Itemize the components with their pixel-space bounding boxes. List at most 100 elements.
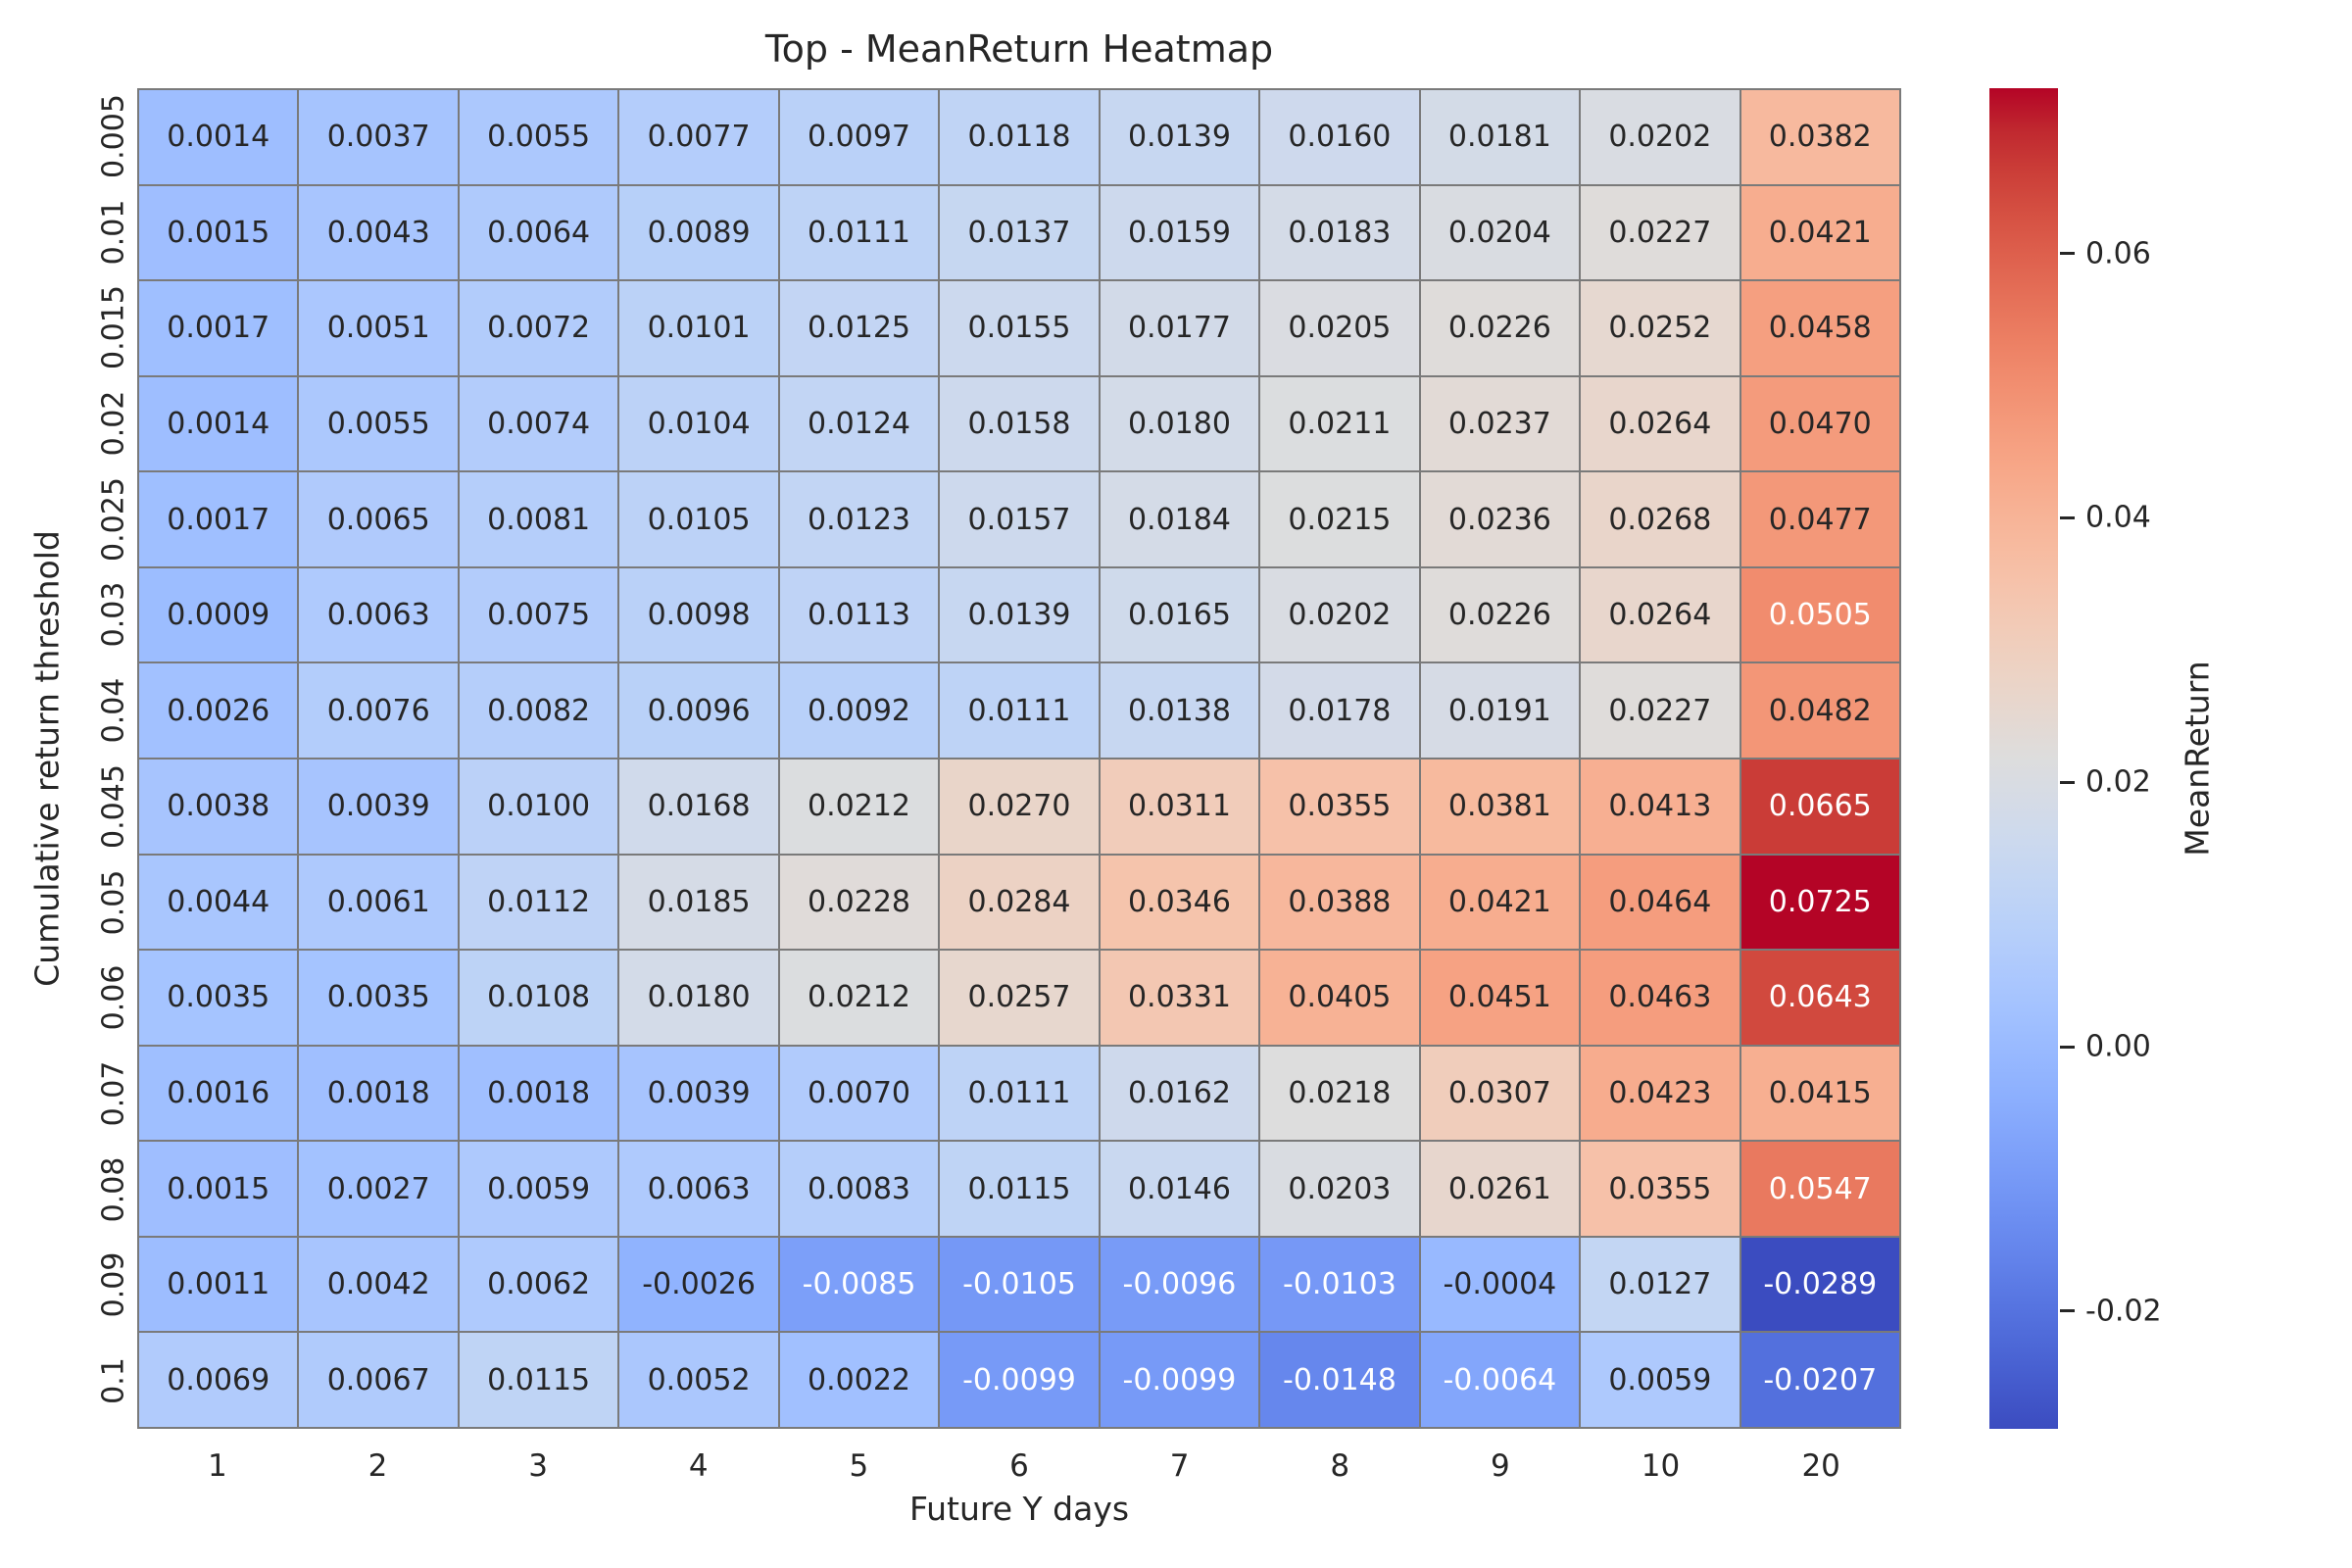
heatmap-cell: 0.0181 [1419, 89, 1581, 185]
heatmap-cell: 0.0180 [618, 950, 779, 1046]
heatmap-cell: 0.0101 [618, 280, 779, 376]
heatmap-cell: 0.0160 [1259, 89, 1420, 185]
heatmap-cell: 0.0039 [298, 758, 459, 855]
x-tick-label: 20 [1801, 1448, 1840, 1484]
heatmap-cell: 0.0017 [138, 471, 299, 567]
x-axis-label: Future Y days [908, 1490, 1130, 1528]
heatmap-cell: 0.0204 [1419, 184, 1581, 281]
heatmap-cell: 0.0184 [1099, 471, 1260, 567]
y-tick-label: 0.045 [96, 763, 131, 849]
heatmap-cell: 0.0451 [1419, 950, 1581, 1046]
heatmap-cell: 0.0331 [1099, 950, 1260, 1046]
y-tick-label: 0.02 [96, 390, 131, 457]
x-tick-label: 2 [368, 1448, 388, 1484]
heatmap-cell: 0.0009 [138, 566, 299, 663]
heatmap-cell: 0.0111 [939, 662, 1100, 759]
heatmap-cell: 0.0665 [1740, 758, 1900, 855]
x-tick-label: 4 [688, 1448, 709, 1484]
heatmap-cell: 0.0052 [618, 1332, 779, 1428]
heatmap-cell: 0.0081 [458, 471, 619, 567]
x-tick-label: 1 [207, 1448, 227, 1484]
heatmap-cell: 0.0388 [1259, 854, 1420, 951]
y-tick-label: 0.04 [96, 677, 131, 744]
heatmap-cell: 0.0464 [1580, 854, 1740, 951]
heatmap-cell: 0.0063 [618, 1141, 779, 1237]
y-tick-label: 0.06 [96, 964, 131, 1031]
y-tick-label: 0.005 [96, 93, 131, 178]
heatmap-cell: 0.0284 [939, 854, 1100, 951]
heatmap-cell: 0.0311 [1099, 758, 1260, 855]
y-tick-label: 0.05 [96, 869, 131, 935]
x-tick-label: 5 [849, 1448, 869, 1484]
heatmap-cell: 0.0077 [618, 89, 779, 185]
y-tick-label: 0.03 [96, 582, 131, 648]
heatmap-cell: 0.0137 [939, 184, 1100, 281]
heatmap-cell: 0.0237 [1419, 375, 1581, 472]
heatmap-cell: 0.0098 [618, 566, 779, 663]
heatmap-cell: 0.0202 [1580, 89, 1740, 185]
heatmap-cell: 0.0413 [1580, 758, 1740, 855]
heatmap-cell: 0.0044 [138, 854, 299, 951]
heatmap-cell: 0.0017 [138, 280, 299, 376]
heatmap-cell: -0.0096 [1099, 1236, 1260, 1333]
heatmap-grid: 0.0014 0.0037 0.0055 0.0077 0.0097 0.0118 0.01… [137, 88, 1901, 1429]
chart-title: Top - MeanReturn Heatmap [764, 27, 1274, 71]
colorbar-tick-label: 0.02 [2085, 764, 2151, 800]
heatmap-cell: 0.0477 [1740, 471, 1900, 567]
heatmap-cell: 0.0226 [1419, 280, 1581, 376]
heatmap-cell: 0.0264 [1580, 566, 1740, 663]
heatmap-cell: 0.0123 [778, 471, 940, 567]
heatmap-cell: -0.0103 [1259, 1236, 1420, 1333]
heatmap-cell: 0.0381 [1419, 758, 1581, 855]
heatmap-cell: 0.0162 [1099, 1045, 1260, 1142]
y-tick-label: 0.025 [96, 476, 131, 562]
heatmap-cell: 0.0643 [1740, 950, 1900, 1046]
y-axis-label: Cumulative return threshold [27, 530, 67, 987]
x-tick-label: 3 [528, 1448, 548, 1484]
heatmap-cell: 0.0227 [1580, 662, 1740, 759]
x-tick-label: 8 [1330, 1448, 1350, 1484]
heatmap-cell: -0.0026 [618, 1236, 779, 1333]
heatmap-cell: 0.0212 [778, 950, 940, 1046]
heatmap-cell: 0.0118 [939, 89, 1100, 185]
heatmap-cell: 0.0043 [298, 184, 459, 281]
heatmap-cell: 0.0202 [1259, 566, 1420, 663]
heatmap-cell: 0.0042 [298, 1236, 459, 1333]
heatmap-cell: 0.0115 [939, 1141, 1100, 1237]
heatmap-cell: 0.0092 [778, 662, 940, 759]
heatmap-cell: 0.0146 [1099, 1141, 1260, 1237]
heatmap-cell: 0.0089 [618, 184, 779, 281]
colorbar-tick-label: 0.06 [2085, 236, 2151, 271]
heatmap-cell: 0.0346 [1099, 854, 1260, 951]
heatmap-cell: 0.0355 [1259, 758, 1420, 855]
heatmap-cell: 0.0158 [939, 375, 1100, 472]
heatmap-cell: 0.0014 [138, 375, 299, 472]
heatmap-cell: 0.0016 [138, 1045, 299, 1142]
heatmap-cell: 0.0226 [1419, 566, 1581, 663]
heatmap-cell: 0.0051 [298, 280, 459, 376]
heatmap-cell: 0.0027 [298, 1141, 459, 1237]
heatmap-cell: 0.0252 [1580, 280, 1740, 376]
colorbar-tick-label: -0.02 [2085, 1294, 2162, 1329]
heatmap-cell: 0.0212 [778, 758, 940, 855]
y-tick-label: 0.08 [96, 1156, 131, 1223]
heatmap-cell: 0.0082 [458, 662, 619, 759]
heatmap-cell: 0.0069 [138, 1332, 299, 1428]
heatmap-cell: 0.0063 [298, 566, 459, 663]
heatmap-cell: 0.0215 [1259, 471, 1420, 567]
heatmap-cell: 0.0014 [138, 89, 299, 185]
heatmap-cell: 0.0307 [1419, 1045, 1581, 1142]
colorbar-tick-label: 0.04 [2085, 500, 2151, 535]
heatmap-cell: -0.0064 [1419, 1332, 1581, 1428]
heatmap-cell: 0.0725 [1740, 854, 1900, 951]
colorbar-tick-mark [2060, 515, 2075, 519]
heatmap-cell: 0.0111 [939, 1045, 1100, 1142]
heatmap-cell: -0.0085 [778, 1236, 940, 1333]
heatmap-cell: 0.0165 [1099, 566, 1260, 663]
heatmap-cell: 0.0104 [618, 375, 779, 472]
heatmap-cell: 0.0124 [778, 375, 940, 472]
heatmap-cell: 0.0482 [1740, 662, 1900, 759]
heatmap-cell: 0.0270 [939, 758, 1100, 855]
heatmap-cell: 0.0070 [778, 1045, 940, 1142]
